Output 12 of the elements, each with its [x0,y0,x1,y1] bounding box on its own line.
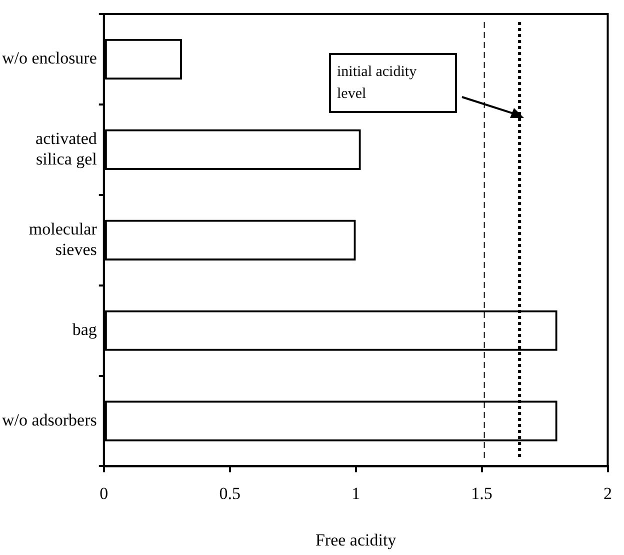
y-tick-label: bag [72,320,98,340]
x-axis-title: Free acidity [315,530,397,550]
x-tick-label: 1 [352,484,360,503]
x-tick-label: 0 [100,484,108,503]
y-tick-label: w/o adsorbers [2,410,97,430]
y-tick-label: molecular sieves [28,219,98,259]
x-tick-label: 0.5 [219,484,240,503]
callout-box: initial acidity level [329,53,457,113]
x-tick-label: 2 [604,484,612,503]
y-tick-label: w/o enclosure [2,48,97,68]
x-tick-label: 1.5 [471,484,492,503]
y-tick-label: activated silica gel [36,128,98,168]
